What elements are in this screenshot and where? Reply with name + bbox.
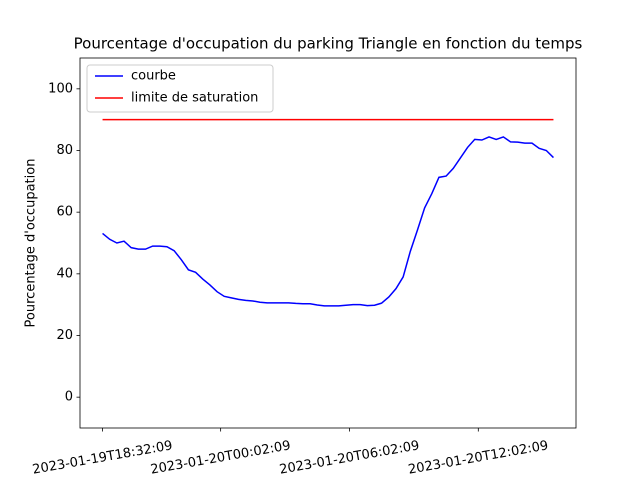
y-tick-label: 100 xyxy=(48,81,73,96)
x-tick-label: 2023-01-20T06:02:09 xyxy=(278,438,420,477)
y-tick-label: 60 xyxy=(56,205,73,220)
y-tick-label: 40 xyxy=(56,266,73,281)
data-line xyxy=(102,136,554,307)
y-tick-label: 0 xyxy=(65,390,73,405)
y-tick-label: 80 xyxy=(56,143,73,158)
legend-box xyxy=(86,64,274,113)
x-tick-label: 2023-01-20T12:02:09 xyxy=(407,438,549,477)
axes-frame xyxy=(79,57,577,429)
chart-title: Pourcentage d'occupation du parking Tria… xyxy=(74,35,583,53)
legend-label: limite de saturation xyxy=(131,91,258,106)
y-axis-label: Pourcentage d'occupation xyxy=(24,159,39,328)
legend: courbe limite de saturation xyxy=(86,64,274,113)
y-tick-label: 20 xyxy=(56,328,73,343)
legend-label: courbe xyxy=(131,69,176,84)
